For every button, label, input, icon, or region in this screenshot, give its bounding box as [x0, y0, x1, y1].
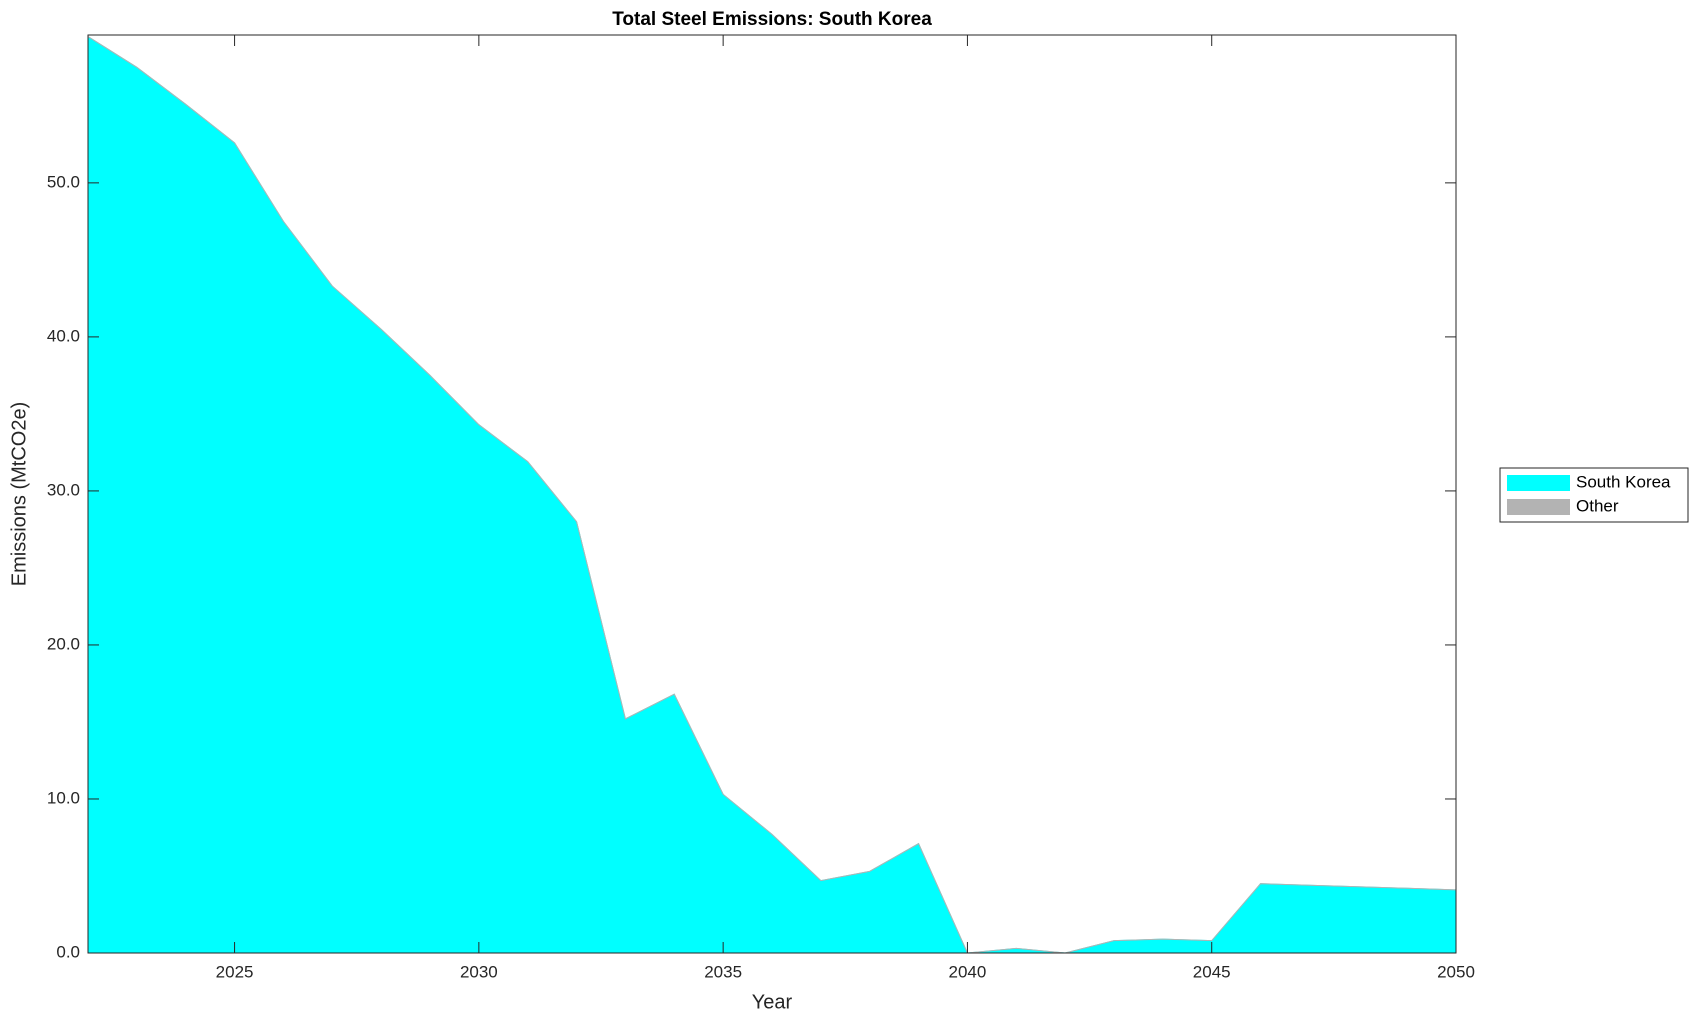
legend-swatch: [1507, 499, 1570, 515]
area-fill: [88, 36, 1456, 953]
y-tick-label: 50.0: [47, 172, 80, 191]
x-tick-label: 2025: [216, 962, 254, 981]
legend-label: Other: [1576, 496, 1619, 515]
x-tick-label: 2030: [460, 962, 498, 981]
area-edge: [87, 36, 1457, 954]
legend-swatch: [1507, 475, 1570, 491]
x-tick-label: 2050: [1437, 962, 1475, 981]
y-tick-label: 0.0: [56, 942, 80, 961]
chart-title: Total Steel Emissions: South Korea: [612, 9, 932, 30]
y-tick-label: 20.0: [47, 634, 80, 653]
y-axis-label: Emissions (MtCO2e): [8, 402, 30, 586]
plot-frame: [87, 34, 1457, 954]
x-axis-label: Year: [752, 991, 793, 1013]
y-tick-label: 40.0: [47, 326, 80, 345]
x-tick-label: 2035: [704, 962, 742, 981]
y-tick-label: 30.0: [47, 480, 80, 499]
legend-label: South Korea: [1576, 472, 1671, 491]
x-tick-label: 2045: [1193, 962, 1231, 981]
y-tick-label: 10.0: [47, 788, 80, 807]
x-tick-label: 2040: [949, 962, 987, 981]
